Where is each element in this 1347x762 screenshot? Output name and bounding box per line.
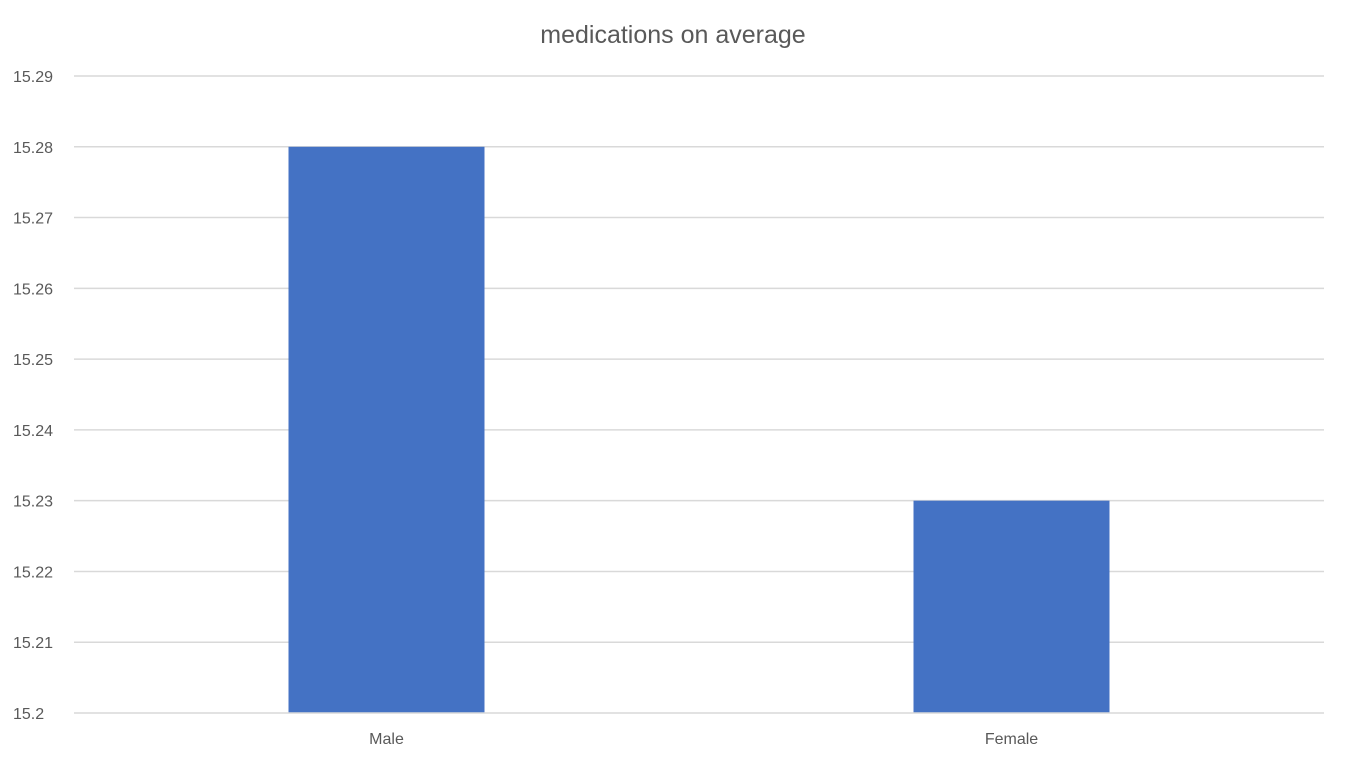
y-tick-label: 15.21	[13, 635, 53, 652]
y-tick-label: 15.26	[13, 281, 53, 298]
y-tick-label: 15.23	[13, 494, 53, 511]
bars	[288, 146, 1110, 713]
bar-male	[288, 146, 485, 713]
x-axis-tick-labels: Male Female	[369, 731, 1038, 748]
y-tick-label: 15.29	[13, 69, 53, 86]
y-tick-label: 15.2	[13, 706, 44, 723]
gridlines	[74, 75, 1324, 643]
x-tick-label-male: Male	[369, 731, 404, 748]
y-axis-tick-labels: 15.29 15.28 15.27 15.26 15.25 15.24 15.23 15.22…	[13, 69, 53, 723]
y-tick-label: 15.27	[13, 211, 53, 228]
y-tick-label: 15.22	[13, 564, 53, 581]
y-tick-label: 15.25	[13, 352, 53, 369]
chart-title: medications on average	[540, 21, 805, 49]
bar-female	[913, 500, 1110, 713]
x-tick-label-female: Female	[985, 731, 1038, 748]
y-tick-label: 15.24	[13, 423, 53, 440]
y-tick-label: 15.28	[13, 140, 53, 157]
